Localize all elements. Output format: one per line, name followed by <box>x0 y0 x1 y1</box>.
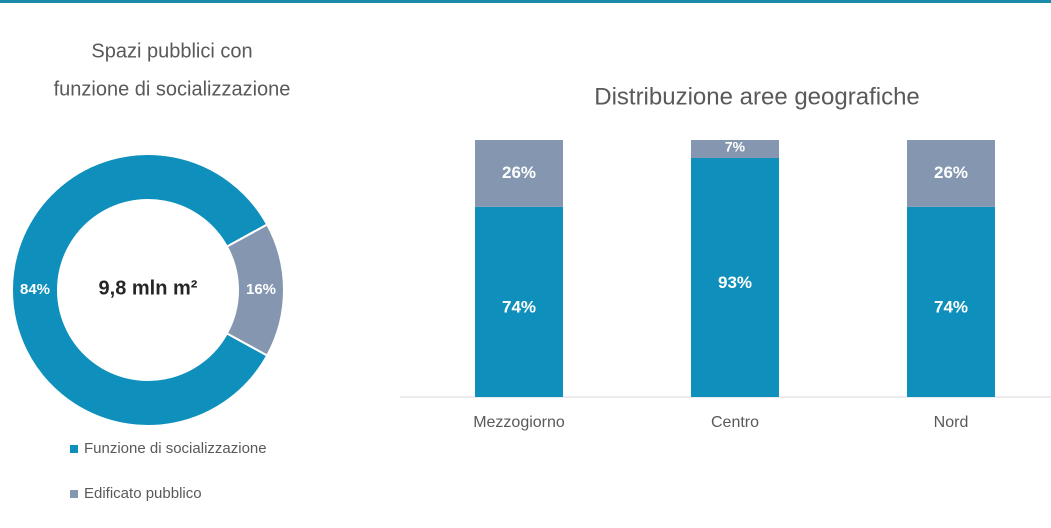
bar-value-label: 74% <box>934 297 968 316</box>
bar-segment <box>691 157 779 397</box>
legend-label: Edificato pubblico <box>84 485 202 502</box>
legend-swatch <box>70 445 78 453</box>
bar-segment <box>907 206 995 397</box>
x-tick-label: Nord <box>934 414 969 431</box>
bar-value-label: 93% <box>718 273 752 292</box>
legend-swatch <box>70 490 78 498</box>
bar-segment <box>475 140 563 207</box>
donut-slice <box>11 153 269 427</box>
legend-label: Funzione di socializzazione <box>84 440 267 457</box>
x-tick-label: Mezzogiorno <box>473 414 565 431</box>
bar-value-label: 74% <box>502 297 536 316</box>
donut-slice <box>225 223 285 357</box>
bar-segment <box>907 140 995 207</box>
bar-value-label: 26% <box>502 163 536 182</box>
top-rule <box>0 0 1051 3</box>
donut-title: Spazi pubblici con <box>91 40 252 62</box>
bar-title: Distribuzione aree geografiche <box>594 83 920 110</box>
donut-center-label: 9,8 mln m² <box>99 277 198 299</box>
donut-value-label: 84% <box>20 281 50 298</box>
donut-value-label: 16% <box>246 281 276 298</box>
bar-segment <box>475 206 563 397</box>
bar-segment <box>691 140 779 158</box>
bar-value-label: 7% <box>725 139 746 155</box>
bar-value-label: 26% <box>934 163 968 182</box>
donut-title: funzione di socializzazione <box>54 78 291 100</box>
x-tick-label: Centro <box>711 414 759 431</box>
